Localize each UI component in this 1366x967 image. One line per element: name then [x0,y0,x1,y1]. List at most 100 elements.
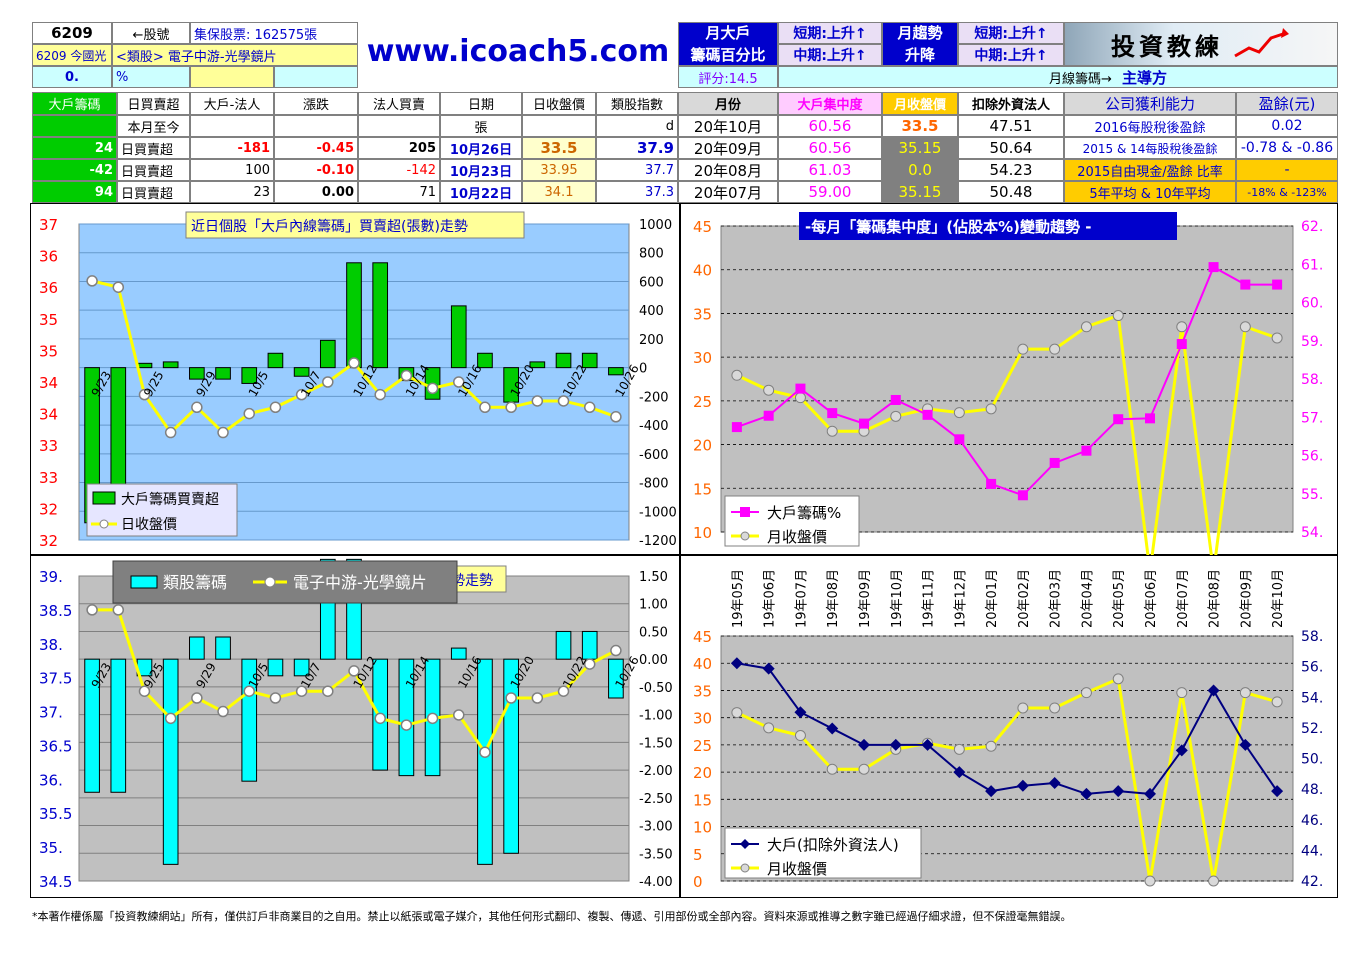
price-point [531,395,544,407]
right-tick-label: 0.50 [639,625,668,640]
price-point [1112,310,1124,322]
daily-cell: 37.7 [596,159,678,181]
chart-title-box [799,212,1177,240]
bar [450,647,467,660]
lead-word: 主導方 [1121,68,1167,87]
right-tick-label: -600 [639,448,669,463]
x-tick-label: 20年01月 [985,569,1000,628]
daily-cell: 33.5 [522,137,596,159]
price-point [322,685,334,697]
price-point [985,403,997,415]
bar [267,658,284,677]
right-tick-label: -800 [639,477,669,492]
month-big-label: 月大戶 籌碼百分比 [678,22,778,66]
right-tick-label: -400 [639,419,669,434]
bar [450,305,467,369]
price-point [826,425,838,437]
right-tick-label: 52. [1301,721,1323,737]
monthly-header: 扣除外資法人 [958,92,1064,115]
legend-swatch [740,507,750,517]
x-tick-label: 20年03月 [1049,569,1064,628]
profit-value: 0.02 [1236,115,1338,137]
daily-header: 大戶籌碼 [32,92,117,115]
price-point [557,685,570,697]
left-tick-label: 35. [39,839,63,857]
price-point [1049,343,1061,355]
daily-subheader [190,115,274,137]
left-tick-label: 35 [39,311,58,329]
price-point [1271,332,1283,344]
price-point [86,275,98,287]
site-url[interactable]: www.icoach5.com [366,34,670,69]
monthly-cell: 20年10月 [678,115,778,137]
price-point [374,388,386,401]
daily-cell: -0.45 [274,137,358,159]
monthly-cell: 47.51 [958,115,1064,137]
main-point [795,383,806,394]
main-point [1175,744,1188,757]
monthly-cell: 60.56 [778,115,882,137]
right-tick-label: 1.00 [639,598,668,613]
price-point [453,376,465,388]
chart-arrow-icon [1234,28,1289,58]
legend-swatch [264,576,276,588]
daily-subheader: d [596,115,678,137]
price-point [826,763,838,775]
daily-subheader [358,115,440,137]
monthly-cell: 35.15 [882,181,958,203]
price-point [164,426,177,439]
right-tick-label: 62. [1301,219,1323,235]
main-point [826,722,839,735]
price-point [191,692,203,704]
x-tick-label: 19年06月 [763,569,778,628]
left-tick-label: 30 [693,349,712,367]
main-point [794,706,807,719]
left-tick-label: 10 [693,819,712,837]
price-point [1239,321,1251,333]
right-tick-label: 58. [1301,372,1323,388]
right-tick-label: 58. [1301,629,1323,645]
left-tick-label: 38. [39,636,63,654]
right-tick-label: 55. [1301,487,1323,503]
price-point [763,384,775,396]
right-tick-label: 44. [1301,843,1323,859]
daily-cell: 34.1 [522,181,596,203]
month-big-l1: 月大戶 [705,24,751,42]
main-point [985,785,998,798]
bar [84,658,100,793]
price-point [191,401,203,414]
right-tick-label: 60. [1301,296,1323,312]
right-tick-label: 54. [1301,525,1323,541]
monthly-header: 月收盤價 [882,92,958,115]
holders-label: 集保股票: 162575張 [190,22,358,44]
left-tick-label: 15 [693,791,712,809]
left-tick-label: 45 [693,628,712,646]
main-point [953,766,966,779]
monthly-lead-label: 月線籌碼→ [1049,71,1112,87]
left-tick-label: 37. [39,704,63,722]
right-tick-label: 57. [1301,410,1323,426]
main-point [731,422,742,433]
price-point [794,730,806,742]
left-tick-label: 34.5 [39,873,72,891]
daily-subheader: 張 [440,115,522,137]
company-name: 6209 今國光 [32,44,112,66]
price-point [322,376,334,388]
daily-subheader: 本月至今 [117,115,190,137]
stock-code-label: ←股號 [112,22,190,44]
legend-swatch [740,863,750,873]
legend-label: 大戶籌碼% [767,504,841,522]
daily-cell: 0.00 [274,181,358,203]
right-tick-label: 48. [1301,782,1323,798]
profit-header: 公司獲利能力 [1064,92,1236,115]
daily-cell: 日買賣超 [117,137,190,159]
monthly-cell: 0.0 [882,159,958,181]
bar [477,352,493,369]
daily-cell: 10月22日 [440,181,522,203]
x-tick-label: 19年09月 [858,569,873,628]
daily-subheader [522,115,596,137]
legend-label: 月收盤價 [767,860,827,878]
legend-label: 類股籌碼 [163,573,227,592]
profit-value: -18% & -123% [1236,181,1338,203]
trend-l2: 升降 [904,46,935,64]
